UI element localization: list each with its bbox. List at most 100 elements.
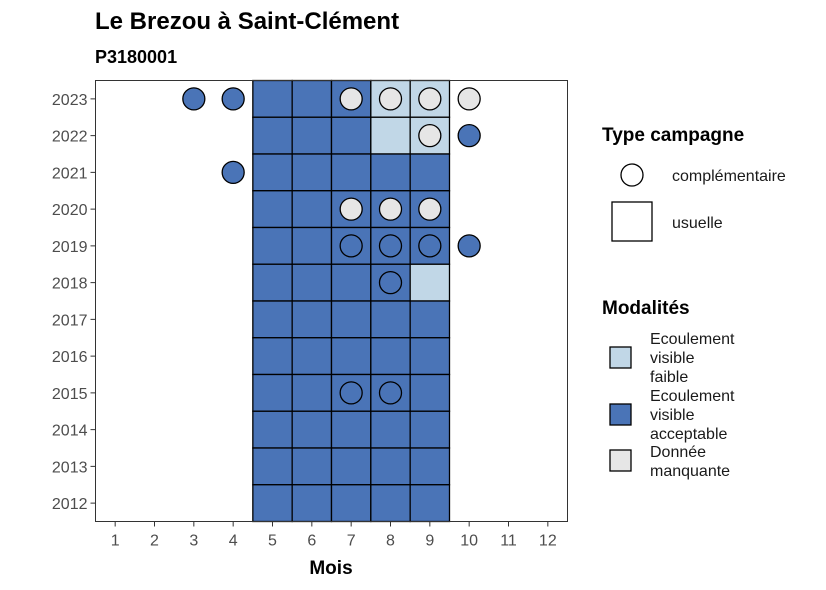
complementaire-points (182, 87, 481, 405)
cell-2017-8 (370, 300, 411, 339)
y-tick-label-2023: 2023 (52, 92, 88, 109)
cell-2013-8 (370, 447, 411, 486)
cell-2014-9 (409, 410, 451, 449)
cell-2022-6 (291, 116, 333, 155)
legend-acceptable-label-2: visible (650, 407, 695, 424)
cell-2019-6 (291, 226, 333, 265)
cell-2021-8 (370, 153, 411, 192)
point-2015-7 (339, 381, 363, 405)
x-tick-label-10: 10 (460, 533, 478, 550)
point-2023-4 (221, 87, 245, 111)
cell-2021-6 (291, 153, 333, 192)
point-2022-9 (418, 123, 442, 148)
x-tick-label-5: 5 (268, 533, 277, 550)
point-2021-4 (221, 160, 245, 185)
point-2019-10 (457, 234, 481, 258)
legend-faible-label-1: Ecoulement (650, 331, 735, 348)
x-tick-label-1: 1 (111, 533, 120, 550)
cell-2015-6 (291, 373, 333, 412)
point-2019-8 (378, 234, 403, 258)
cell-2014-7 (330, 410, 372, 449)
x-axis: 1 2 3 4 5 6 7 8 9 10 11 12 (111, 521, 557, 550)
legend-faible-key (609, 346, 632, 369)
legend-acceptable-key (609, 403, 632, 426)
point-2018-8 (378, 270, 403, 295)
y-tick-label-2021: 2021 (52, 165, 88, 182)
plot-border (95, 80, 568, 522)
x-tick-label-9: 9 (425, 533, 434, 550)
legend-faible-label-2: visible (650, 350, 695, 367)
legend-manquante-label-2: manquante (650, 463, 730, 480)
legend-complementaire-circle (620, 163, 644, 187)
cell-2016-9 (409, 337, 451, 376)
cell-2018-6 (291, 263, 333, 302)
cell-2014-6 (291, 410, 333, 449)
cell-2022-8 (370, 116, 411, 155)
legend-complementaire-label: complémentaire (672, 168, 786, 185)
point-2020-7 (339, 197, 363, 221)
point-2023-8 (378, 87, 403, 111)
cell-2013-6 (291, 447, 333, 486)
x-tick-label-6: 6 (307, 533, 316, 550)
y-tick-label-2022: 2022 (52, 129, 88, 146)
point-2015-8 (378, 381, 403, 405)
x-tick-label-12: 12 (539, 533, 557, 550)
point-2023-10 (457, 87, 481, 111)
cell-2015-5 (252, 373, 293, 412)
y-tick-label-2014: 2014 (52, 423, 88, 440)
cell-2013-5 (252, 447, 293, 486)
legend-modalites: Modalités Ecoulement visible faible Ecou… (602, 298, 735, 480)
y-tick-label-2015: 2015 (52, 386, 88, 403)
cell-2016-8 (370, 337, 411, 376)
x-tick-label-11: 11 (500, 533, 517, 550)
cell-2012-6 (291, 484, 333, 523)
y-tick-label-2013: 2013 (52, 459, 88, 476)
cell-2012-7 (330, 484, 372, 523)
legend-faible-label-3: faible (650, 369, 688, 386)
y-tick-label-2019: 2019 (52, 239, 88, 256)
cell-2014-8 (370, 410, 411, 449)
cell-2019-5 (252, 226, 293, 265)
x-tick-label-8: 8 (386, 533, 395, 550)
cell-2017-5 (252, 300, 293, 339)
legend-acceptable-label-1: Ecoulement (650, 388, 735, 405)
usuelle-cells (252, 79, 451, 523)
cell-2012-9 (409, 484, 451, 523)
cell-2015-9 (409, 373, 451, 412)
cell-2017-9 (409, 300, 451, 339)
legend-type-title: Type campagne (602, 125, 744, 146)
cell-2016-5 (252, 337, 293, 376)
y-tick-label-2018: 2018 (52, 276, 88, 293)
cell-2022-5 (252, 116, 293, 155)
cell-2023-5 (252, 79, 293, 118)
cell-2013-9 (409, 447, 451, 486)
cell-2018-7 (330, 263, 372, 302)
x-axis-title: Mois (309, 558, 352, 579)
point-2019-9 (418, 234, 442, 258)
y-axis: 2012 2013 2014 2015 2016 2017 2018 2019 2020 2021… (52, 92, 96, 513)
cell-2022-7 (330, 116, 372, 155)
legend-modalites-title: Modalités (602, 298, 690, 319)
point-2020-9 (418, 197, 442, 221)
cell-2012-8 (370, 484, 411, 523)
cell-2021-7 (330, 153, 372, 192)
y-tick-label-2016: 2016 (52, 349, 88, 366)
cell-2020-6 (291, 190, 333, 229)
y-tick-label-2017: 2017 (52, 312, 88, 329)
cell-2018-9 (409, 263, 451, 302)
cell-2014-5 (252, 410, 293, 449)
cell-2021-9 (409, 153, 451, 192)
cell-2016-6 (291, 337, 333, 376)
x-tick-label-2: 2 (150, 533, 159, 550)
cell-2017-7 (330, 300, 372, 339)
legend-manquante-key (609, 449, 632, 472)
legend-acceptable-label-3: acceptable (650, 426, 727, 443)
chart-title: Le Brezou à Saint-Clément (95, 8, 399, 35)
point-2023-9 (418, 87, 442, 111)
legend-type-campagne: Type campagne complémentaire usuelle (602, 125, 786, 242)
x-tick-label-3: 3 (189, 533, 198, 550)
cell-2016-7 (330, 337, 372, 376)
chart-subtitle: P3180001 (95, 47, 177, 67)
cell-2012-5 (252, 484, 293, 523)
